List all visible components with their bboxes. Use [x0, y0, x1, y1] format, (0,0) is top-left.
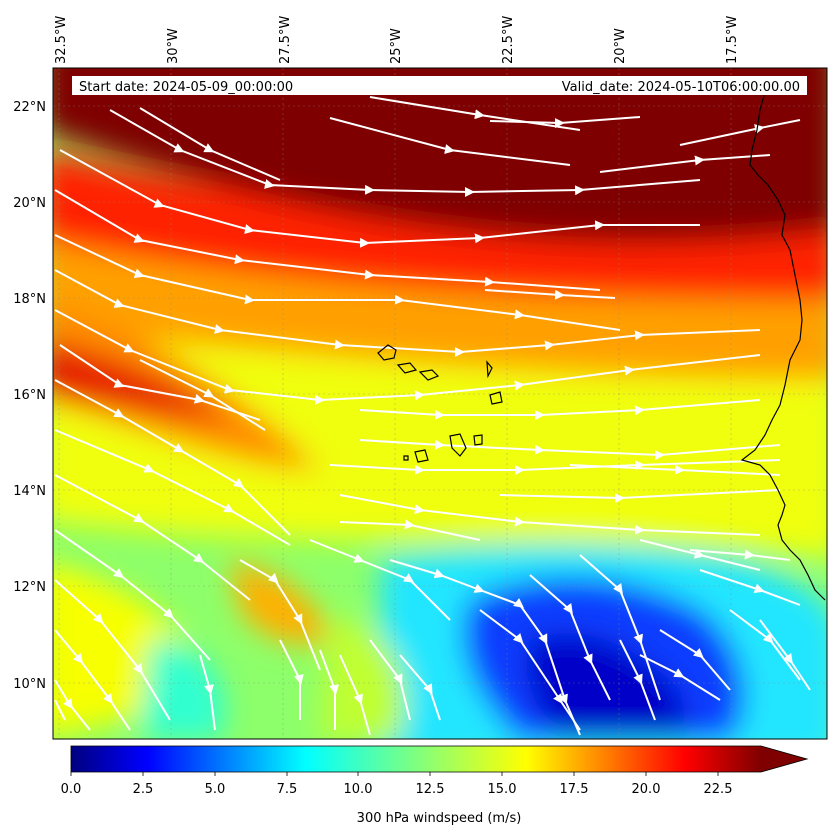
colorbar-gradient	[71, 746, 761, 772]
coastline-island-brava	[403, 455, 409, 461]
streamlines	[54, 96, 811, 736]
colorbar-tick-label: 17.5	[560, 782, 589, 797]
colorbar-outline	[70, 745, 809, 773]
coastline-island-fogo	[414, 449, 429, 463]
lon-label: 32.5°W	[54, 16, 69, 64]
coastline-island-sao-vicente	[396, 362, 418, 374]
coastline-island-sao-nicolau	[418, 369, 440, 381]
latitude-labels: 22°N 20°N 18°N 16°N 14°N 12°N 10°N	[13, 100, 46, 692]
coastline-island-sal	[486, 360, 493, 379]
colorbar-tick-label: 20.0	[632, 782, 661, 797]
lat-label: 10°N	[13, 677, 46, 692]
coastline-island-santo-antao	[377, 344, 397, 361]
lon-label: 20°W	[613, 28, 628, 64]
coastlines	[377, 91, 826, 601]
colorbar-tick-label: 7.5	[277, 782, 298, 797]
coastline-island-maio	[473, 434, 483, 446]
colorbar-tick-label: 15.0	[488, 782, 517, 797]
lon-label: 22.5°W	[501, 16, 516, 64]
colorbar-extend-arrow	[761, 746, 807, 772]
lat-label: 16°N	[13, 388, 46, 403]
map-frame	[52, 67, 828, 740]
colorbar: 0.0 2.5 5.0 7.5 10.0 12.5 15.0 17.5 20.0…	[61, 745, 809, 826]
lat-label: 12°N	[13, 580, 46, 595]
lon-label: 27.5°W	[278, 16, 293, 64]
lon-label: 17.5°W	[725, 16, 740, 64]
valid-date-label: Valid_date: 2024-05-10T06:00:00.00	[562, 80, 800, 95]
colorbar-label: 300 hPa windspeed (m/s)	[357, 811, 522, 826]
lon-label: 30°W	[166, 28, 181, 64]
start-date-label: Start date: 2024-05-09_00:00:00	[79, 80, 293, 95]
lat-label: 22°N	[13, 100, 46, 115]
colorbar-tick-label: 22.5	[704, 782, 733, 797]
windspeed-field	[53, 68, 827, 739]
colorbar-tick-label: 5.0	[205, 782, 226, 797]
lon-label: 25°W	[389, 28, 404, 64]
coastline-island-santiago	[449, 433, 467, 457]
coastline-island-boa-vista	[489, 391, 503, 405]
coastline-africa	[740, 91, 826, 601]
colorbar-tick-label: 0.0	[61, 782, 82, 797]
lat-label: 14°N	[13, 484, 46, 499]
lat-label: 18°N	[13, 292, 46, 307]
header-box	[72, 76, 807, 95]
longitude-labels: 32.5°W 30°W 27.5°W 25°W 22.5°W 20°W 17.5…	[54, 16, 740, 64]
map-panel	[53, 68, 827, 739]
colorbar-tick-label: 12.5	[416, 782, 445, 797]
colorbar-tick-label: 2.5	[133, 782, 154, 797]
colorbar-tick-label: 10.0	[344, 782, 373, 797]
lat-label: 20°N	[13, 196, 46, 211]
colorbar-ticks	[70, 772, 719, 776]
